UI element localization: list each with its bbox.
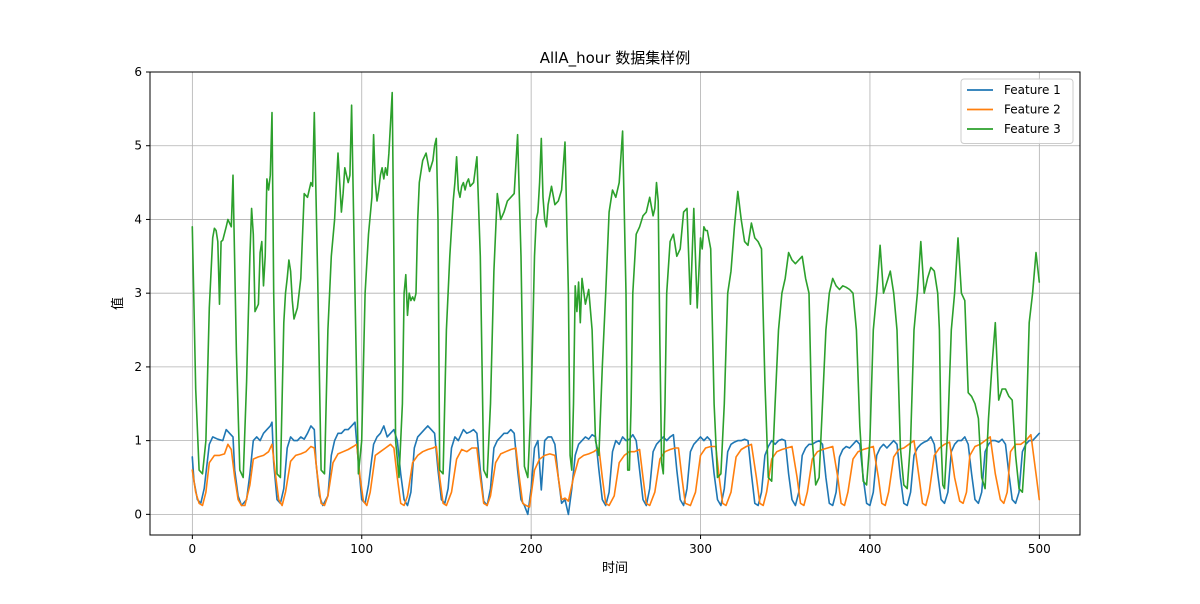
x-tick-label: 400 [858, 542, 881, 556]
plot-frame [149, 71, 1081, 536]
legend-entry-3: Feature 3 [1004, 122, 1061, 136]
x-tick-label: 500 [1028, 542, 1051, 556]
legend-entry-1: Feature 1 [1004, 83, 1061, 97]
x-tick-label: 0 [189, 542, 197, 556]
tick-layer: 0 100 200 300 400 500 0 1 2 3 4 5 6 [134, 65, 1050, 556]
legend-box [960, 78, 1074, 144]
chart-title: AllA_hour 数据集样例 [540, 49, 690, 68]
x-tick-label: 200 [520, 542, 543, 556]
legend-entry-2: Feature 2 [1004, 103, 1061, 117]
x-tick-label: 100 [350, 542, 373, 556]
y-tick-label: 4 [134, 212, 142, 226]
series-line-3 [191, 91, 1041, 494]
y-tick-label: 6 [134, 65, 142, 79]
legend: Feature 1 Feature 2 Feature 3 [960, 78, 1074, 144]
y-tick-label: 3 [134, 286, 142, 300]
y-axis-label: 值 [110, 297, 126, 310]
y-tick-label: 5 [134, 139, 142, 153]
series-layer [191, 91, 1041, 516]
series-line-2 [191, 433, 1041, 508]
x-tick-label: 300 [689, 542, 712, 556]
series-line-1 [191, 421, 1041, 516]
x-axis-label: 时间 [602, 561, 628, 576]
y-tick-label: 1 [134, 434, 142, 448]
y-tick-label: 2 [134, 360, 142, 374]
y-tick-label: 0 [134, 507, 142, 521]
